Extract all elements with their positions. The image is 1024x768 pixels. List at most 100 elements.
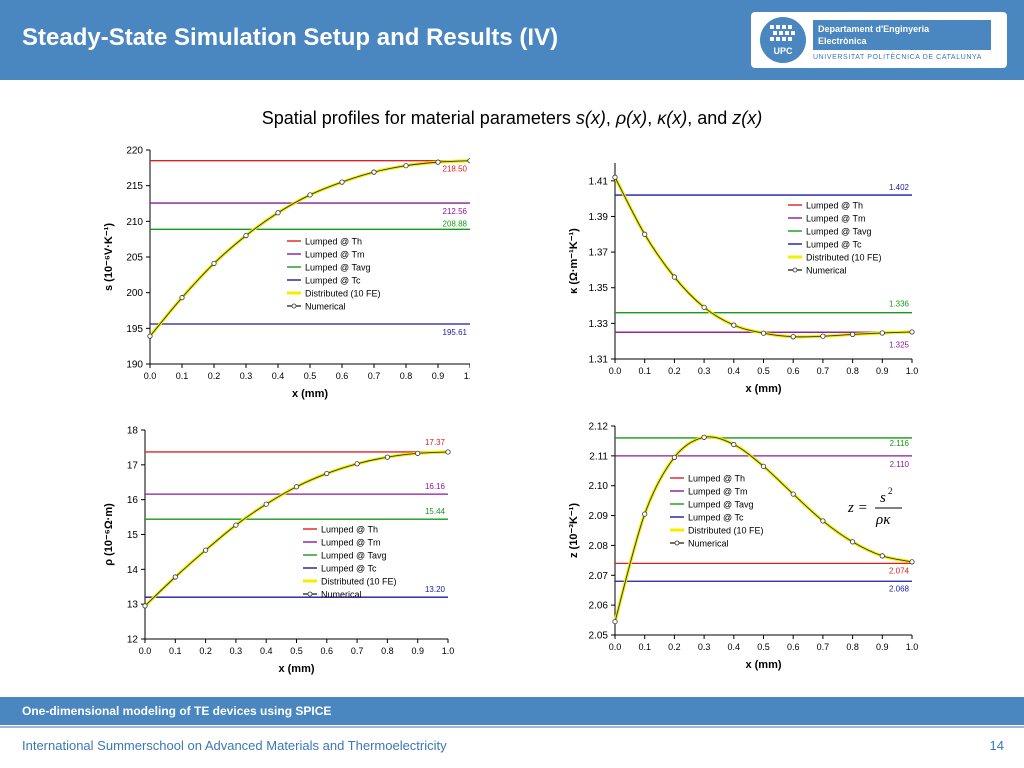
- x-tick-label: 0.2: [668, 366, 681, 376]
- lumped-value-label: 208.88: [443, 219, 468, 228]
- chart-legend: Lumped @ Th Lumped @ Tm Lumped @ Tavg Lumpe…: [287, 237, 381, 312]
- x-tick-label: 1.0: [464, 371, 470, 381]
- lumped-value-label: 1.402: [889, 183, 910, 192]
- x-tick-label: 1.0: [442, 646, 455, 656]
- y-tick-label: 200: [126, 288, 143, 299]
- logo-department: Departament d'Enginyeria Electrònica: [813, 20, 991, 50]
- x-tick-label: 0.2: [668, 642, 681, 652]
- x-tick-label: 0.9: [432, 371, 445, 381]
- y-tick-label: 2.09: [589, 511, 609, 522]
- numerical-point: [384, 454, 390, 460]
- x-tick-label: 0.1: [638, 366, 651, 376]
- numerical-point: [371, 169, 377, 175]
- legend-label: Lumped @ Tc: [305, 276, 361, 286]
- x-tick-label: 0.6: [336, 371, 349, 381]
- lumped-value-label: 13.20: [425, 585, 446, 594]
- legend-label: Numerical: [688, 539, 729, 549]
- y-tick-label: 1.37: [589, 248, 609, 259]
- numerical-point: [211, 260, 217, 267]
- numerical-point: [233, 522, 239, 528]
- chart-z-profile: 2.05 2.06 2.07 2.08 2.09 2.10 2.11 2.12 0.0 0.1 0.…: [568, 422, 918, 672]
- numerical-point: [820, 333, 826, 339]
- x-tick-label: 0.4: [728, 642, 741, 652]
- x-tick-label: 0.7: [351, 646, 364, 656]
- x-tick-label: 0.7: [817, 642, 830, 652]
- lumped-value-label: 2.110: [890, 460, 910, 469]
- x-tick-label: 0.5: [304, 371, 317, 381]
- x-axis-label: x (mm): [745, 659, 781, 671]
- y-tick-label: 195: [126, 324, 143, 335]
- distributed-curve: [143, 450, 449, 608]
- x-tick-label: 0.6: [321, 646, 334, 656]
- slide-subtitle: Spatial profiles for material parameters…: [261, 108, 763, 128]
- x-tick-label: 0.1: [169, 646, 182, 656]
- y-tick-label: 13: [127, 600, 139, 611]
- x-tick-label: 0.0: [609, 642, 622, 652]
- subtitle-param-kappa: κ(x): [657, 108, 688, 128]
- numerical-point: [293, 484, 300, 490]
- formula-lhs: z =: [847, 500, 868, 516]
- x-tick-label: 0.6: [787, 642, 800, 652]
- numerical-point: [435, 159, 441, 165]
- subtitle-prefix: Spatial profiles for material parameters: [261, 108, 576, 128]
- subtitle-param-s: s(x): [575, 108, 606, 128]
- legend-label: Lumped @ Tm: [806, 214, 866, 224]
- legend-label: Lumped @ Tavg: [321, 551, 387, 561]
- y-tick-label: 2.11: [589, 451, 608, 462]
- legend-label: Numerical: [321, 590, 362, 600]
- lumped-value-label: 218.50: [443, 165, 468, 174]
- x-tick-label: 0.0: [609, 366, 622, 376]
- lumped-value-label: 2.116: [890, 439, 910, 448]
- x-tick-label: 0.5: [757, 642, 770, 652]
- legend-label: Numerical: [806, 266, 847, 276]
- logo-university: UNIVERSITAT POLITÈCNICA DE CATALUNYA: [813, 54, 983, 61]
- y-tick-label: 2.08: [589, 541, 609, 552]
- lumped-value-label: 15.44: [425, 507, 446, 516]
- chart-legend: Lumped @ Th Lumped @ Tm Lumped @ Tavg Lumpe…: [670, 474, 764, 549]
- x-tick-label: 0.5: [290, 646, 303, 656]
- y-tick-label: 2.07: [589, 571, 609, 582]
- legend-label: Lumped @ Tm: [688, 487, 748, 497]
- legend-label: Lumped @ Tm: [305, 250, 365, 260]
- y-tick-label: 1.41: [589, 176, 609, 187]
- numerical-point: [612, 174, 618, 180]
- x-tick-label: 0.1: [176, 371, 189, 381]
- numerical-point: [671, 454, 678, 460]
- logo-department-line1: Departament d'Enginyeria: [818, 24, 930, 34]
- x-tick-label: 0.0: [144, 371, 157, 381]
- lumped-value-label: 2.074: [889, 566, 910, 575]
- numerical-point: [172, 574, 178, 580]
- numerical-point: [760, 463, 767, 469]
- lumped-value-label: 195.61: [443, 328, 468, 337]
- x-axis-label: x (mm): [278, 663, 314, 675]
- numerical-point: [909, 329, 915, 335]
- x-tick-label: 0.7: [368, 371, 381, 381]
- y-tick-label: 2.05: [589, 631, 609, 642]
- legend-marker: [307, 591, 313, 597]
- numerical-point: [701, 434, 707, 440]
- x-tick-label: 0.3: [230, 646, 243, 656]
- numerical-point: [790, 491, 796, 497]
- numerical-point: [820, 518, 826, 524]
- formula-denominator: ρκ: [875, 512, 891, 528]
- y-tick-label: 16: [127, 495, 139, 506]
- y-tick-label: 1.35: [589, 283, 609, 294]
- y-axis-label: z (10⁻³K⁻¹): [568, 503, 580, 558]
- numerical-point: [179, 295, 185, 301]
- x-tick-label: 0.5: [757, 366, 770, 376]
- x-tick-label: 0.3: [240, 371, 253, 381]
- legend-label: Numerical: [305, 302, 346, 312]
- upc-seal-icon: UPC: [760, 17, 806, 63]
- legend-label: Lumped @ Th: [305, 237, 362, 247]
- y-tick-label: 2.12: [589, 422, 609, 433]
- numerical-point: [879, 553, 885, 559]
- upc-logo: UPC Departament d'Enginyeria Electrònica…: [751, 12, 1007, 68]
- x-tick-label: 0.9: [876, 642, 889, 652]
- y-axis-label: s (10⁻⁶V·K⁻¹): [103, 223, 115, 291]
- chart-legend: Lumped @ Th Lumped @ Tm Lumped @ Tavg Lumpe…: [788, 201, 882, 276]
- legend-label: Distributed (10 FE): [688, 526, 764, 536]
- logo-department-line2: Electrònica: [818, 36, 867, 46]
- x-tick-label: 0.3: [698, 366, 711, 376]
- legend-label: Distributed (10 FE): [305, 289, 381, 299]
- lumped-value-label: 17.37: [425, 438, 446, 447]
